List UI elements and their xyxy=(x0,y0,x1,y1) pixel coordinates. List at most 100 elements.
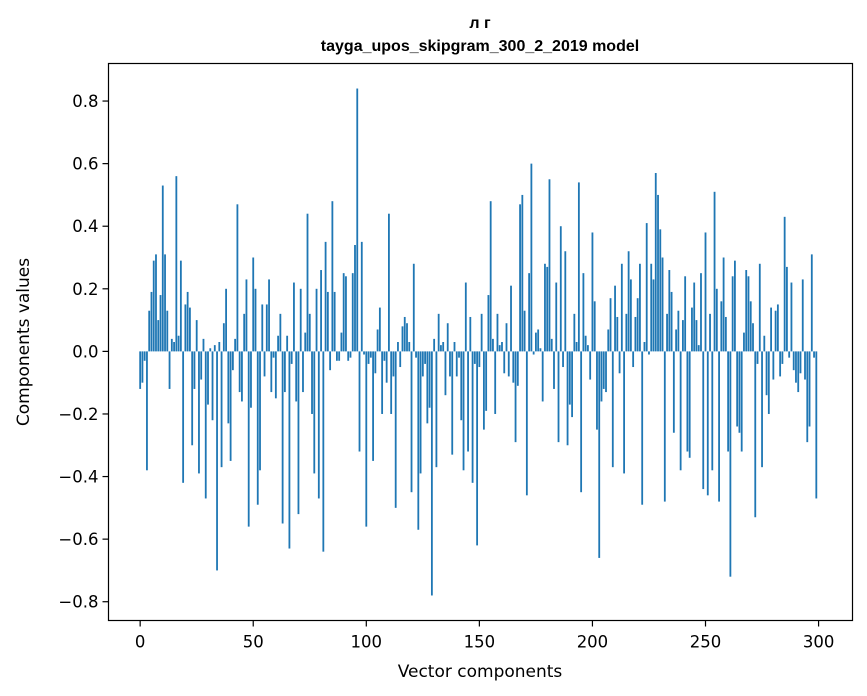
bar xyxy=(797,351,800,393)
bar xyxy=(489,201,492,352)
bar xyxy=(650,263,653,352)
bar xyxy=(170,338,173,352)
bar xyxy=(704,232,707,352)
bar xyxy=(331,201,334,352)
bar xyxy=(657,194,659,352)
bar xyxy=(550,338,553,352)
bar xyxy=(412,263,415,352)
bar xyxy=(152,260,155,352)
bar xyxy=(618,351,621,374)
bar xyxy=(761,351,763,468)
bar xyxy=(525,351,528,496)
bar xyxy=(179,260,182,352)
bar xyxy=(801,279,804,352)
bar xyxy=(765,351,768,396)
bar xyxy=(562,351,564,368)
x-tick-label: 250 xyxy=(690,633,722,652)
bar xyxy=(408,342,411,352)
bar xyxy=(779,351,782,377)
bar xyxy=(788,351,791,358)
bar xyxy=(684,276,687,352)
bar xyxy=(220,351,223,468)
bar xyxy=(376,329,379,352)
bar xyxy=(639,263,641,352)
bar xyxy=(598,351,601,558)
bar xyxy=(804,351,806,380)
bar xyxy=(333,291,336,352)
bar xyxy=(315,288,318,352)
bar xyxy=(473,351,476,364)
bar xyxy=(430,351,433,596)
bar xyxy=(691,307,693,352)
bar xyxy=(575,342,578,352)
bar xyxy=(213,345,216,352)
bar xyxy=(182,351,185,483)
bar xyxy=(568,351,571,405)
bar xyxy=(295,351,298,402)
bar xyxy=(458,351,460,358)
bar xyxy=(530,163,533,352)
bar xyxy=(345,276,347,352)
bar xyxy=(494,351,497,414)
bar xyxy=(758,263,761,352)
bar xyxy=(302,351,304,393)
bar xyxy=(781,351,784,364)
bar xyxy=(354,244,356,352)
bar xyxy=(727,351,730,452)
bar xyxy=(186,291,189,352)
bar xyxy=(168,351,171,389)
bar xyxy=(706,351,709,496)
bar xyxy=(157,320,160,352)
bar xyxy=(290,351,293,364)
bar xyxy=(521,194,524,352)
bar xyxy=(263,351,266,377)
bar xyxy=(143,351,146,361)
bar xyxy=(790,282,793,352)
bar xyxy=(204,351,207,499)
bar xyxy=(795,351,797,383)
bar xyxy=(437,313,440,352)
bar xyxy=(815,351,818,499)
bar xyxy=(643,342,646,352)
bar xyxy=(299,288,302,352)
bar xyxy=(270,351,273,393)
bar xyxy=(435,351,438,468)
bar xyxy=(245,279,248,352)
bar xyxy=(175,176,178,352)
bar xyxy=(238,351,241,393)
bar xyxy=(711,351,714,471)
bar xyxy=(164,254,166,352)
bar xyxy=(514,351,517,443)
bar xyxy=(722,257,725,352)
bar xyxy=(808,351,811,427)
bar xyxy=(539,348,542,352)
bar xyxy=(616,316,619,352)
bar xyxy=(709,313,711,352)
bar xyxy=(774,310,777,352)
bar xyxy=(184,304,187,352)
bar xyxy=(718,351,720,502)
bar xyxy=(274,351,277,399)
bar xyxy=(394,351,397,508)
bar xyxy=(541,351,544,402)
bar xyxy=(388,213,390,352)
bar xyxy=(767,351,770,414)
bar xyxy=(700,273,702,352)
x-tick-label: 50 xyxy=(243,633,264,652)
bar xyxy=(652,279,655,352)
bar xyxy=(754,351,757,518)
bar xyxy=(451,351,454,455)
bar xyxy=(166,310,169,352)
bar xyxy=(487,295,490,352)
bar xyxy=(627,251,630,352)
chart-title: л г xyxy=(469,15,491,32)
bar xyxy=(743,332,745,352)
bar xyxy=(632,351,635,368)
bar xyxy=(571,351,573,418)
bar xyxy=(390,351,393,414)
bar xyxy=(467,351,469,452)
bar xyxy=(734,260,736,352)
bar xyxy=(770,307,772,352)
bar xyxy=(306,213,309,352)
bar xyxy=(636,298,639,352)
